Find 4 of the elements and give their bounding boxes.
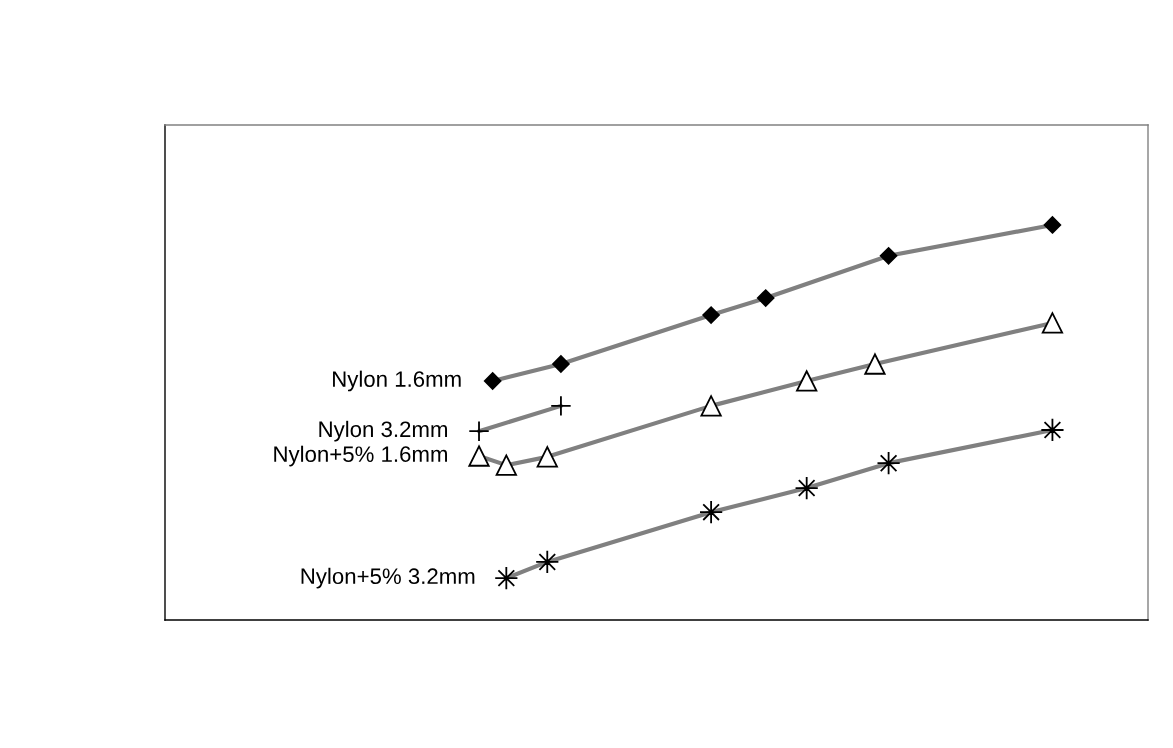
series-label: Nylon 1.6mm [333, 370, 461, 392]
series-label: Nylon+5% 1.6mm [274, 445, 447, 467]
series-label: Nylon+5% 3.2mm [301, 567, 475, 589]
series-label: Nylon 3.2mm [319, 420, 447, 442]
